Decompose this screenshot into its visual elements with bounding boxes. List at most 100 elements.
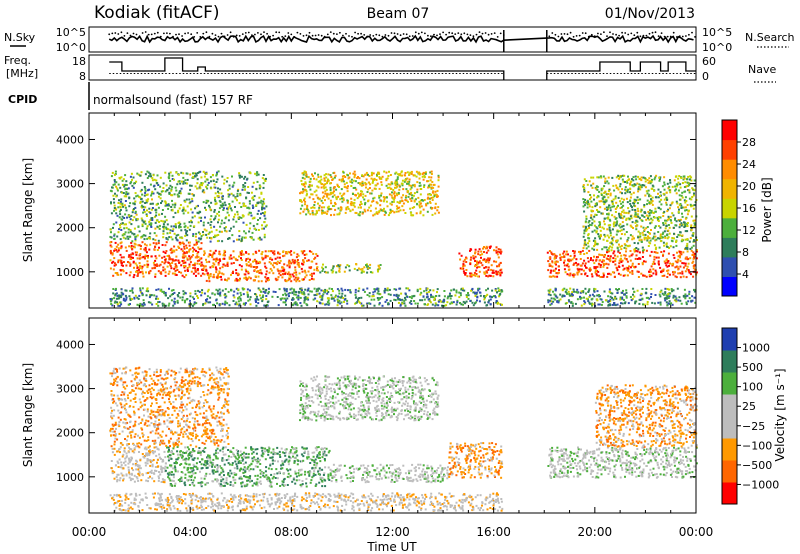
scatter-cell <box>329 174 332 177</box>
nsearch-point <box>217 35 220 38</box>
scatter-cell <box>197 289 200 292</box>
scatter-cell <box>575 264 578 267</box>
scatter-cell <box>230 262 233 265</box>
scatter-cell <box>588 249 591 252</box>
scatter-cell <box>482 259 485 262</box>
scatter-cell <box>378 187 381 190</box>
scatter-cell <box>131 240 134 243</box>
scatter-cell <box>110 236 113 239</box>
scatter-cell <box>222 263 225 266</box>
scatter-cell <box>368 187 371 189</box>
scatter-cell <box>274 291 277 293</box>
scatter-cell <box>676 251 678 254</box>
scatter-cell <box>480 256 482 259</box>
scatter-cell <box>130 214 133 217</box>
scatter-cell <box>369 302 372 305</box>
scatter-cell <box>242 253 245 256</box>
scatter-cell <box>180 248 183 251</box>
scatter-cell <box>657 237 659 240</box>
scatter-cell <box>431 303 434 306</box>
scatter-cell <box>614 211 617 213</box>
scatter-cell <box>430 176 433 179</box>
scatter-cell <box>684 230 687 233</box>
scatter-cell <box>333 213 336 216</box>
scatter-cell <box>287 271 290 274</box>
scatter-cell <box>361 304 363 307</box>
scatter-cell <box>549 294 552 297</box>
scatter-cell <box>180 180 183 183</box>
scatter-cell <box>283 289 286 292</box>
scatter-cell <box>494 296 497 299</box>
scatter-cell <box>685 276 688 279</box>
scatter-cell <box>134 294 137 297</box>
scatter-cell <box>208 206 211 209</box>
scatter-cell <box>182 208 185 211</box>
scatter-cell <box>398 185 401 188</box>
scatter-cell <box>572 250 575 252</box>
scatter-cell <box>244 276 247 279</box>
scatter-cell <box>207 255 210 258</box>
scatter-cell <box>390 203 393 206</box>
scatter-cell <box>238 202 241 205</box>
nsearch-point <box>621 31 623 34</box>
scatter-cell <box>336 185 339 188</box>
scatter-cell <box>626 274 629 277</box>
scatter-cell <box>366 271 369 274</box>
scatter-cell <box>212 180 215 182</box>
scatter-cell <box>330 202 333 205</box>
scatter-cell <box>644 236 647 239</box>
scatter-cell <box>593 215 596 218</box>
scatter-cell <box>587 260 590 263</box>
scatter-cell <box>635 178 638 181</box>
scatter-cell <box>304 181 307 184</box>
scatter-cell <box>437 206 440 209</box>
scatter-cell <box>264 276 267 279</box>
scatter-cell <box>641 231 644 234</box>
scatter-cell <box>301 204 304 207</box>
scatter-cell <box>606 266 609 269</box>
scatter-cell <box>589 198 591 201</box>
scatter-cell <box>621 201 624 204</box>
scatter-cell <box>647 245 650 247</box>
scatter-cell <box>353 176 356 179</box>
scatter-cell <box>328 302 331 305</box>
scatter-cell <box>195 256 198 259</box>
scatter-cell <box>477 265 480 268</box>
scatter-cell <box>619 230 622 233</box>
nsearch-point <box>226 34 229 36</box>
scatter-cell <box>687 175 690 178</box>
scatter-cell <box>147 263 150 266</box>
scatter-cell <box>188 265 191 268</box>
scatter-cell <box>392 189 395 191</box>
scatter-cell <box>622 209 625 212</box>
scatter-cell <box>128 245 131 248</box>
scatter-cell <box>219 294 222 297</box>
scatter-cell <box>147 256 149 259</box>
scatter-cell <box>680 222 683 225</box>
nsearch-point <box>123 35 126 37</box>
scatter-cell <box>690 215 693 218</box>
scatter-cell <box>396 178 399 180</box>
scatter-cell <box>318 197 321 200</box>
scatter-cell <box>442 301 445 304</box>
nsearch-point <box>472 35 475 38</box>
scatter-cell <box>184 225 187 228</box>
scatter-cell <box>111 304 114 307</box>
scatter-cell <box>423 176 426 179</box>
scatter-cell <box>180 229 183 232</box>
scatter-cell <box>662 212 665 214</box>
nsearch-point <box>244 32 247 34</box>
scatter-cell <box>216 302 219 305</box>
scatter-cell <box>120 229 123 231</box>
scatter-cell <box>129 230 132 233</box>
scatter-cell <box>209 266 212 269</box>
scatter-cell <box>582 198 585 201</box>
scatter-cell <box>397 298 400 301</box>
scatter-cell <box>180 264 183 267</box>
scatter-cell <box>181 296 184 299</box>
scatter-cell <box>171 209 174 212</box>
scatter-cell <box>173 206 176 209</box>
scatter-cell <box>617 249 620 252</box>
nsearch-point <box>336 33 338 35</box>
scatter-cell <box>359 192 362 195</box>
